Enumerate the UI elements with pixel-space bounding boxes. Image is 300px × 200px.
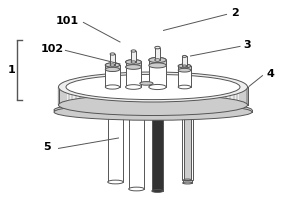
Bar <box>182 56 187 66</box>
Ellipse shape <box>105 63 120 67</box>
Ellipse shape <box>108 108 123 112</box>
Bar <box>108 110 123 182</box>
Bar <box>152 110 163 191</box>
Ellipse shape <box>152 190 163 192</box>
Text: 4: 4 <box>266 69 274 79</box>
Bar <box>149 60 166 65</box>
Ellipse shape <box>184 179 191 181</box>
Ellipse shape <box>126 85 142 89</box>
Ellipse shape <box>58 72 247 102</box>
Bar <box>126 62 142 67</box>
Bar <box>57 87 249 105</box>
Ellipse shape <box>182 55 187 57</box>
Text: 2: 2 <box>232 8 239 18</box>
Ellipse shape <box>54 102 252 118</box>
Ellipse shape <box>110 64 115 66</box>
Ellipse shape <box>58 95 247 116</box>
Text: 101: 101 <box>56 16 79 26</box>
Ellipse shape <box>152 109 163 111</box>
Ellipse shape <box>155 46 160 49</box>
Ellipse shape <box>54 104 252 120</box>
Ellipse shape <box>149 63 166 68</box>
Ellipse shape <box>66 74 240 100</box>
Ellipse shape <box>155 59 160 61</box>
Ellipse shape <box>131 61 136 63</box>
Ellipse shape <box>178 64 191 68</box>
Text: 3: 3 <box>244 40 251 50</box>
Ellipse shape <box>131 50 136 52</box>
Text: 102: 102 <box>41 44 64 54</box>
Ellipse shape <box>178 64 191 68</box>
Ellipse shape <box>126 60 142 64</box>
Ellipse shape <box>105 63 120 67</box>
Bar <box>129 110 144 189</box>
Ellipse shape <box>105 85 120 89</box>
Bar <box>131 51 136 62</box>
Ellipse shape <box>129 187 144 191</box>
Bar <box>105 65 120 69</box>
Ellipse shape <box>183 182 192 184</box>
Ellipse shape <box>149 57 166 63</box>
Ellipse shape <box>105 67 120 72</box>
Ellipse shape <box>140 82 153 85</box>
Ellipse shape <box>178 85 191 89</box>
Text: 1: 1 <box>8 65 15 75</box>
Bar <box>105 65 120 87</box>
Bar <box>110 54 115 65</box>
Bar <box>54 110 252 112</box>
Ellipse shape <box>182 109 193 111</box>
Ellipse shape <box>108 180 123 184</box>
Ellipse shape <box>126 60 142 64</box>
Bar <box>183 180 192 183</box>
Ellipse shape <box>178 68 191 72</box>
Bar <box>155 48 160 60</box>
Bar <box>178 66 191 87</box>
Bar <box>184 110 191 180</box>
Bar <box>182 110 193 180</box>
Bar <box>126 62 142 87</box>
Ellipse shape <box>129 108 144 112</box>
Ellipse shape <box>110 53 115 55</box>
Ellipse shape <box>126 65 142 69</box>
Ellipse shape <box>182 65 187 67</box>
Bar <box>178 66 191 70</box>
Ellipse shape <box>149 57 166 63</box>
Text: 5: 5 <box>43 142 50 152</box>
Ellipse shape <box>149 84 166 90</box>
Bar <box>149 60 166 87</box>
